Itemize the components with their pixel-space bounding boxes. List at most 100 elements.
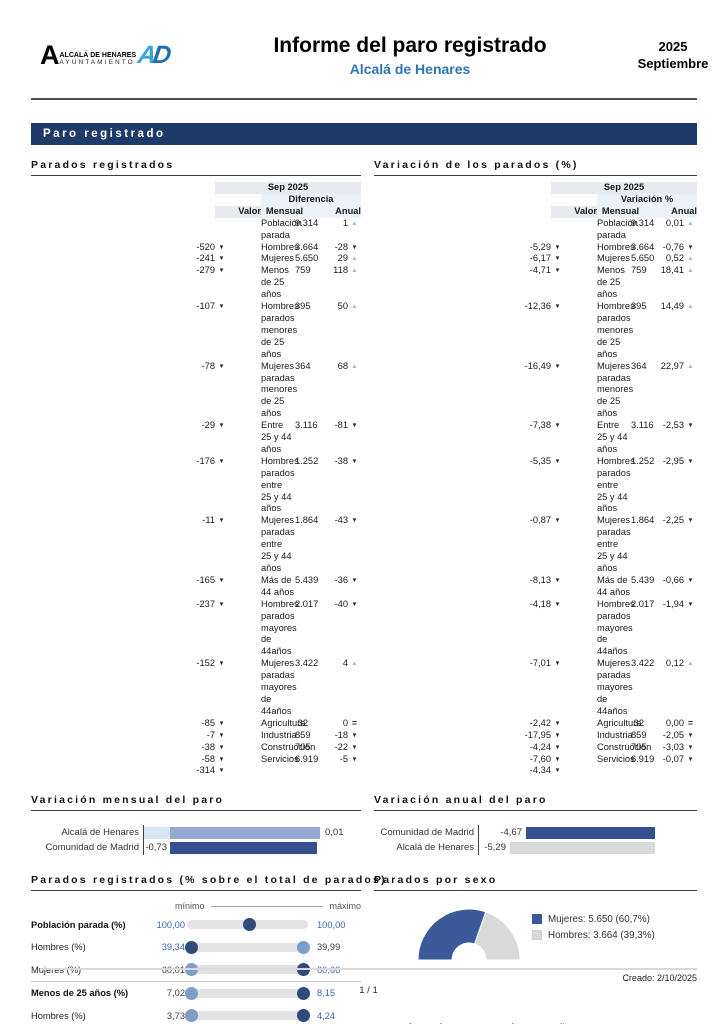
row-label: Industria <box>261 729 297 740</box>
period-header: Sep 2025 <box>215 182 361 194</box>
down-triangle-icon: ▼ <box>218 303 225 311</box>
down-triangle-icon: ▼ <box>554 719 561 727</box>
anual-cell: -520 <box>196 241 215 252</box>
down-triangle-icon: ▼ <box>554 576 561 584</box>
mensual-cell: -5 <box>339 753 348 764</box>
dotplot-track <box>185 986 310 1000</box>
mensual-cell: -40 <box>334 598 348 609</box>
min-header: mínimo <box>175 901 205 912</box>
report-title: Informe del paro registrado <box>273 33 547 57</box>
anual-cell: -107 <box>196 301 215 312</box>
anual-cell: -5,29 <box>529 241 551 252</box>
up-triangle-icon: ▲ <box>687 255 694 263</box>
anual-cell: -8,13 <box>529 574 551 585</box>
down-triangle-icon: ▼ <box>351 731 358 739</box>
report-subtitle: Alcalá de Henares <box>349 60 471 77</box>
variacion-parados-table: Sep 2025 Variación % Valor Mensual Anual Pobl… <box>374 182 697 777</box>
row-label: Hombres parados menores de 25 años <box>597 301 635 359</box>
anual-cell: -16,49 <box>524 360 551 371</box>
down-triangle-icon: ▼ <box>687 576 694 584</box>
row-label: Hombres parados mayores de 44años <box>261 598 299 657</box>
right-table-section: Variación de los parados (%) Sep 2025 Var… <box>374 159 697 777</box>
bar-labels: Comunidad de Madrid Alcalá de Henares <box>374 825 478 855</box>
anual-cell: -58 <box>201 753 215 764</box>
monthly-bars: Alcalá de Henares Comunidad de Madrid 0,01… <box>31 825 361 856</box>
valor-cell: 3.422 <box>295 658 319 669</box>
bar-row: -4,67 <box>479 825 655 840</box>
valor-cell: 9.314 <box>631 217 655 228</box>
period-header: Sep 2025 <box>551 182 697 194</box>
down-triangle-icon: ▼ <box>218 719 225 727</box>
dotplot-row-label: Hombres (%) <box>31 942 86 953</box>
row-label: Mujeres <box>597 253 631 264</box>
right-table-title: Variación de los parados (%) <box>374 159 697 176</box>
mensual-cell: 0,52 <box>665 253 684 264</box>
period-month: Septiembre <box>637 56 709 71</box>
valor-cell: 395 <box>631 301 647 312</box>
anual-cell: -4,24 <box>529 741 551 752</box>
mensual-cell: 18,41 <box>660 265 684 276</box>
mensual-cell: -2,25 <box>662 515 684 526</box>
footer-rule <box>40 968 697 970</box>
donut-legend-label: Mujeres: 5.650 (60,7%) <box>548 913 650 925</box>
down-triangle-icon: ▼ <box>218 243 225 251</box>
anual-cell: -152 <box>196 658 215 669</box>
row-label: Industria <box>597 729 633 740</box>
row-label: Hombres parados menores de 25 años <box>261 301 299 359</box>
mensual-cell: -38 <box>334 455 348 466</box>
mensual-cell: 14,49 <box>660 301 684 312</box>
down-triangle-icon: ▼ <box>687 422 694 430</box>
bar-row: -5,29 <box>479 840 655 855</box>
half-donut-chart <box>417 908 521 961</box>
bar <box>170 841 317 854</box>
row-label: Entre 25 y 44 años <box>261 420 292 454</box>
mensual-cell: -43 <box>334 515 348 526</box>
mensual-cell: -22 <box>334 741 348 752</box>
valor-cell: 759 <box>295 265 311 276</box>
valor-cell: 859 <box>631 729 647 740</box>
up-triangle-icon: ▲ <box>351 219 358 227</box>
up-triangle-icon: ▲ <box>687 362 694 370</box>
parados-registrados-table: Sep 2025 Diferencia Valor Mensual Anual Pobla… <box>31 182 361 777</box>
bar-label: Comunidad de Madrid <box>45 842 139 854</box>
anual-cell: -7 <box>206 729 215 740</box>
anual-cell: -7,01 <box>529 658 551 669</box>
min-dot <box>185 940 198 954</box>
valor-cell: 1.864 <box>295 515 319 526</box>
valor-cell: 32 <box>297 717 308 728</box>
dotplot-track <box>185 940 310 954</box>
min-dot <box>185 1009 198 1023</box>
mensual-cell: 0,00 <box>665 717 684 728</box>
equals-icon: = <box>687 717 694 728</box>
monthly-chart-title: Variación mensual del paro <box>31 794 361 812</box>
valor-cell: 5.650 <box>295 253 319 264</box>
down-triangle-icon: ▼ <box>218 755 225 763</box>
row-label: Hombres parados mayores de 44años <box>597 598 635 657</box>
valor-cell: 3.664 <box>631 241 655 252</box>
max-value: 8,15 <box>317 988 336 999</box>
header-rule <box>31 98 697 100</box>
down-triangle-icon: ▼ <box>687 731 694 739</box>
mensual-cell: -2,53 <box>662 420 684 431</box>
row-label: Mujeres paradas menores de 25 años <box>261 360 298 419</box>
anual-cell: -0,87 <box>529 515 551 526</box>
bar-labels: Alcalá de Henares Comunidad de Madrid <box>31 825 143 855</box>
bar-value: -5,29 <box>484 842 506 854</box>
row-label: Más de 44 años <box>261 574 295 597</box>
bar-row: -0,73 <box>144 840 344 855</box>
row-label: Entre 25 y 44 años <box>597 420 628 454</box>
down-triangle-icon: ▼ <box>218 731 225 739</box>
donut-body: Mujeres: 5.650 (60,7%) Hombres: 3.664 (39… <box>374 905 697 962</box>
bar <box>510 841 655 854</box>
donut-legend-item: Mujeres: 5.650 (60,7%) <box>532 911 655 927</box>
donut-slice-primary <box>417 908 487 961</box>
anual-cell: -7,38 <box>529 420 551 431</box>
mensual-cell: 0,01 <box>665 217 684 228</box>
row-label: Agricultura <box>597 717 642 728</box>
valor-cell: 5.439 <box>631 574 655 585</box>
valor-cell: 1.252 <box>295 455 319 466</box>
down-triangle-icon: ▼ <box>687 755 694 763</box>
annual-chart-title: Variación anual del paro <box>374 794 697 812</box>
down-triangle-icon: ▼ <box>351 457 358 465</box>
down-triangle-icon: ▼ <box>554 517 561 525</box>
